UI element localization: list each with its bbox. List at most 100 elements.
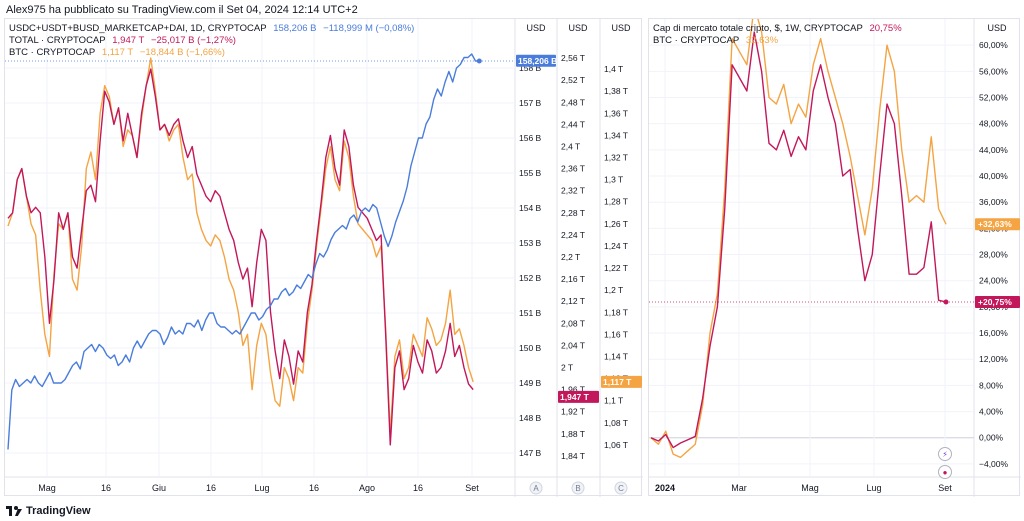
series-line-c bbox=[7, 57, 474, 435]
y-tick-label: 28,00% bbox=[979, 250, 1008, 260]
x-tick-label: 2024 bbox=[655, 483, 675, 493]
series-line-0 bbox=[650, 31, 947, 449]
legend-row-total-marketcap[interactable]: Cap di mercato totale cripto, $, 1W, CRY… bbox=[653, 23, 906, 35]
axis-a-tick-label: 155 B bbox=[519, 168, 542, 178]
axis-c-tick-label: 1,4 T bbox=[604, 64, 623, 74]
legend-series-name: BTC · CRYPTOCAP bbox=[9, 47, 96, 58]
axis-c-tick-label: 1,2 T bbox=[604, 285, 623, 295]
legend-series-change: −118,999 M (−0,08%) bbox=[323, 23, 415, 34]
footer-brand: TradingView bbox=[26, 505, 91, 517]
x-tick-label: Lug bbox=[254, 483, 269, 493]
axis-a-tick-label: 156 B bbox=[519, 133, 542, 143]
right-legend: Cap di mercato totale cripto, $, 1W, CRY… bbox=[653, 23, 906, 47]
x-tick-label: Ago bbox=[359, 483, 375, 493]
axis-b-tick-label: 2,48 T bbox=[561, 97, 585, 107]
axis-a-tick-label: 148 B bbox=[519, 413, 542, 423]
legend-series-value: 1,117 T bbox=[101, 47, 134, 58]
axis-c-last-value-bg bbox=[601, 375, 642, 388]
y-tick-label: 16,00% bbox=[979, 328, 1008, 338]
axis-b-tick-label: 1,96 T bbox=[561, 385, 585, 395]
legend-series-value: 158,206 B bbox=[273, 23, 317, 34]
flag-icon[interactable]: ● bbox=[938, 465, 952, 479]
lightning-icon[interactable]: ⚡ bbox=[938, 447, 952, 461]
legend-row-btc[interactable]: BTC · CRYPTOCAP 1,117 T −18,844 B (−1,66… bbox=[9, 47, 418, 59]
axis-c-letter: C bbox=[618, 484, 624, 493]
axis-a-tick-label: 147 B bbox=[519, 448, 542, 458]
right-chart-svg[interactable]: USD 60,00% 56,00% 52,00% 48,00% 44,00% 40,00% 3… bbox=[649, 19, 1021, 497]
axis-a-tick-label: 152 B bbox=[519, 273, 542, 283]
axis-c-header: USD bbox=[611, 23, 631, 33]
y-tick-label: −4,00% bbox=[979, 459, 1009, 469]
axis-b-letter-badge bbox=[571, 481, 585, 495]
y-tick-label: 8,00% bbox=[979, 380, 1004, 390]
x-tick-label: Mag bbox=[38, 483, 56, 493]
right-chart-panel[interactable]: USD 60,00% 56,00% 52,00% 48,00% 44,00% 40,00% 3… bbox=[648, 18, 1021, 497]
axis-c-tick-label: 1,28 T bbox=[604, 197, 628, 207]
x-tick-label: 16 bbox=[309, 483, 319, 493]
axis-a-letter-badge bbox=[529, 481, 543, 495]
tradingview-logo-icon bbox=[6, 506, 22, 516]
legend-row-total[interactable]: TOTAL · CRYPTOCAP 1,947 T −25,017 B (−1,… bbox=[9, 35, 418, 47]
y-tick-label: 0,00% bbox=[979, 433, 1004, 443]
legend-row-stablecoins[interactable]: USDC+USDT+BUSD_MARKETCAP+DAI, 1D, CRYPTO… bbox=[9, 23, 418, 35]
x-tick-label: Set bbox=[465, 483, 479, 493]
last-value-badge: +32,63% bbox=[978, 219, 1012, 229]
axis-b-tick-label: 2,44 T bbox=[561, 119, 585, 129]
left-chart-panel[interactable]: USD USD USD A B C Mag 16 Giu 16 Lug 16 Ago 16 Set 158 B… bbox=[4, 18, 643, 497]
axis-b-tick-label: 2,52 T bbox=[561, 75, 585, 85]
axis-c-tick-label: 1,34 T bbox=[604, 130, 628, 140]
legend-series-value: 1,947 T bbox=[112, 35, 145, 46]
axis-b-tick-label: 2,08 T bbox=[561, 318, 585, 328]
y-tick-label: 4,00% bbox=[979, 407, 1004, 417]
legend-series-name: TOTAL · CRYPTOCAP bbox=[9, 35, 106, 46]
axis-a-tick-label: 154 B bbox=[519, 203, 542, 213]
axis-a-last-value-bg bbox=[516, 54, 556, 67]
axis-c-tick-label: 1,24 T bbox=[604, 241, 628, 251]
right-axis-header: USD bbox=[987, 23, 1007, 33]
axis-b-tick-label: 2,16 T bbox=[561, 274, 585, 284]
axis-b-tick-label: 2,04 T bbox=[561, 340, 585, 350]
axis-b-letter: B bbox=[575, 484, 580, 493]
y-tick-label: 40,00% bbox=[979, 171, 1008, 181]
axis-b-tick-label: 2,12 T bbox=[561, 296, 585, 306]
legend-row-btc-right[interactable]: BTC · CRYPTOCAP 32,63% bbox=[653, 35, 906, 47]
x-tick-label: 16 bbox=[413, 483, 423, 493]
axis-c-tick-label: 1,08 T bbox=[604, 418, 628, 428]
axis-b-tick-label: 2,2 T bbox=[561, 252, 580, 262]
y-tick-label: 52,00% bbox=[979, 93, 1008, 103]
y-tick-label: 12,00% bbox=[979, 354, 1008, 364]
series-line-1 bbox=[650, 19, 947, 459]
last-point-marker bbox=[476, 58, 482, 64]
axis-a-last-value: 158,206 B bbox=[518, 56, 557, 66]
axis-c-last-value: 1,117 T bbox=[603, 377, 632, 387]
left-legend: USDC+USDT+BUSD_MARKETCAP+DAI, 1D, CRYPTO… bbox=[9, 23, 418, 59]
y-tick-label: 44,00% bbox=[979, 145, 1008, 155]
axis-c-tick-label: 1,14 T bbox=[604, 351, 628, 361]
x-tick-label: Set bbox=[938, 483, 952, 493]
left-chart-svg[interactable]: USD USD USD A B C Mag 16 Giu 16 Lug 16 Ago 16 Set 158 B… bbox=[5, 19, 643, 497]
axis-a-tick-label: 153 B bbox=[519, 238, 542, 248]
axis-b-tick-label: 1,88 T bbox=[561, 429, 585, 439]
x-tick-label: Mar bbox=[731, 483, 747, 493]
axis-a-tick-label: 151 B bbox=[519, 308, 542, 318]
axis-c-tick-label: 1,1 T bbox=[604, 396, 623, 406]
axis-a-tick-label: 150 B bbox=[519, 343, 542, 353]
axis-b-tick-label: 2 T bbox=[561, 363, 573, 373]
axis-a-tick-label: 158 B bbox=[519, 63, 542, 73]
y-tick-label: 36,00% bbox=[979, 197, 1008, 207]
series-line-b bbox=[7, 68, 474, 446]
last-value-badge-bg bbox=[975, 218, 1020, 231]
legend-series-name: USDC+USDT+BUSD_MARKETCAP+DAI, 1D, CRYPTO… bbox=[9, 23, 267, 34]
axis-a-header: USD bbox=[526, 23, 546, 33]
axis-c-tick-label: 1,38 T bbox=[604, 86, 628, 96]
axis-b-tick-label: 2,4 T bbox=[561, 141, 580, 151]
x-tick-label: Mag bbox=[801, 483, 819, 493]
legend-series-name: BTC · CRYPTOCAP bbox=[653, 35, 740, 46]
axis-c-tick-label: 1,22 T bbox=[604, 263, 628, 273]
y-tick-label: 24,00% bbox=[979, 276, 1008, 286]
axis-c-tick-label: 1,3 T bbox=[604, 175, 623, 185]
axis-a-letter: A bbox=[533, 484, 539, 493]
axis-b-header: USD bbox=[568, 23, 588, 33]
legend-series-value: 20,75% bbox=[869, 23, 902, 34]
y-tick-label: 60,00% bbox=[979, 40, 1008, 50]
